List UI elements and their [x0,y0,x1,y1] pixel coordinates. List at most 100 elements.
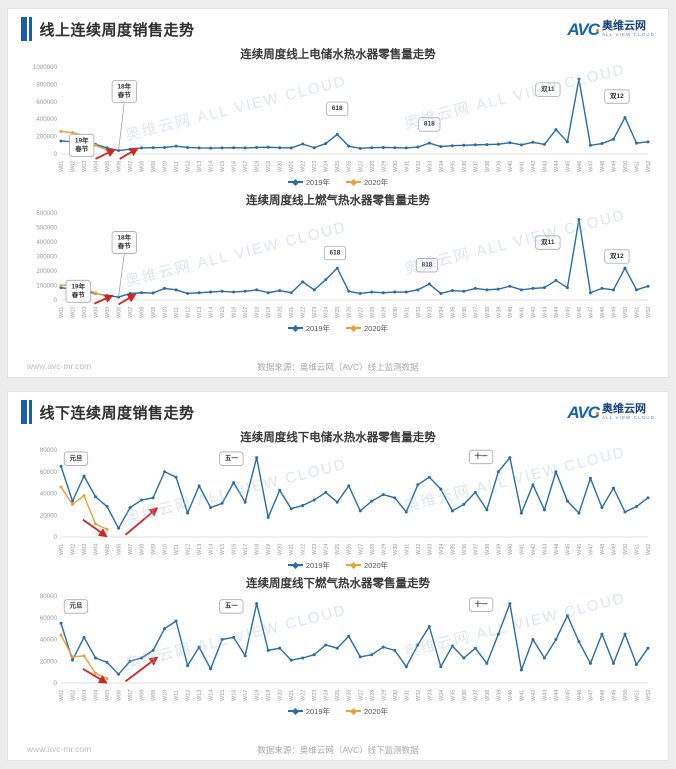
data-point [358,291,362,295]
x-axis-label: W49 [611,544,617,555]
x-axis-label: W18 [255,161,261,172]
legend-item: 2020年 [346,560,388,570]
data-point [301,656,305,660]
x-axis-label: W28 [370,690,376,701]
data-point [519,288,523,292]
x-axis-label: W35 [450,544,456,555]
x-axis-label: W35 [450,161,456,172]
legend-swatch [287,707,303,715]
x-axis-label: W28 [370,544,376,555]
line-chart: 0 20000 40000 60000 80000 W01 W02 W03 W04 W05 W06 W… [40,593,652,701]
data-point [301,280,305,284]
x-axis-label: W40 [508,307,514,318]
data-point [508,602,512,606]
legend-label: 2019年 [305,177,330,187]
annotation-box [323,245,346,261]
data-point [496,632,500,636]
x-axis-label: W02 [71,307,77,318]
x-axis-label: W42 [531,544,537,555]
data-point [243,654,247,658]
data-point [381,645,385,649]
data-point [163,286,167,290]
data-point [370,146,374,150]
line-chart: 0 200000 400000 600000 800000 1000000 W01 W02 W0… [33,64,652,172]
data-point [565,614,569,618]
annotation-box [111,79,137,103]
x-axis-label: W36 [462,307,468,318]
x-axis-label: W11 [174,544,180,555]
data-point [59,621,63,625]
x-axis-label: W10 [163,544,169,555]
data-point [634,663,638,667]
x-axis-label: W15 [220,307,226,318]
avc-logo: AVC 奥维云网 ALL VIEW CLOUD [567,19,655,39]
legend-swatch [287,561,303,569]
data-point [71,502,75,506]
chart-online-gas: 连续周度线上燃气热水器零售量走势 奥维云网 ALL VIEW CLOUD 奥维云… [21,189,655,333]
data-point [255,602,259,606]
logo-name: 奥维云网 [602,402,646,415]
logo-mark: AVC [567,19,600,39]
annotation-box [469,597,494,612]
x-axis-label: W12 [186,690,192,701]
x-axis-label: W41 [519,161,525,172]
annotation-box [604,249,630,264]
data-point [347,289,351,293]
x-axis-label: W16 [232,307,238,318]
logo-text: 奥维云网 ALL VIEW CLOUD [602,20,655,38]
data-point [163,470,167,474]
x-axis-label: W45 [565,161,571,172]
x-axis-label: W52 [646,161,652,172]
chart-title: 连续周度线下电储水热水器零售量走势 [240,432,436,444]
x-axis-label: W22 [301,544,307,555]
x-axis-label: W03 [82,690,88,701]
data-point [220,289,224,293]
x-axis-label: W34 [439,544,445,555]
x-axis-label: W10 [163,161,169,172]
x-axis-label: W34 [439,307,445,318]
x-axis-label: W37 [473,690,479,701]
data-point [278,146,282,150]
x-axis-label: W37 [473,161,479,172]
x-axis-label: W09 [151,544,157,555]
chart-offline-gas: 连续周度线下燃气热水器零售量走势 奥维云网 ALL VIEW CLOUD 奥维云… [21,572,655,716]
data-point [220,146,224,150]
y-axis-label: 80000 [40,447,58,454]
data-point [94,671,98,675]
data-point [450,644,454,648]
y-axis-label: 20000 [40,658,58,665]
data-point [519,668,523,672]
annotation-label: 818 [424,121,435,128]
x-axis-label: W06 [117,307,123,318]
data-point [565,499,569,503]
data-point [404,665,408,669]
data-point [324,490,328,494]
y-axis-label: 300000 [36,254,57,261]
data-point [289,658,293,662]
legend-item: 2020年 [346,323,388,333]
legend-swatch [287,178,303,186]
data-point [473,490,477,494]
x-axis-label: W36 [462,161,468,172]
data-point [623,266,627,270]
x-axis-label: W14 [209,544,215,555]
data-point [278,646,282,650]
x-axis-label: W46 [577,161,583,172]
x-axis-label: W15 [220,544,226,555]
x-axis-label: W21 [289,161,295,172]
data-point [462,656,466,660]
x-axis-label: W08 [140,690,146,701]
x-axis-label: W38 [485,544,491,555]
annotation-label: 818 [422,261,433,268]
data-point [611,486,615,490]
data-point [59,284,63,287]
x-axis-label: W14 [209,690,215,701]
x-axis-label: W29 [381,161,387,172]
annotation-box [65,279,91,303]
data-point [243,289,247,293]
x-axis-label: W04 [94,307,100,318]
series-line-2019年 [60,78,649,152]
data-point [128,147,132,151]
x-axis-label: W33 [427,544,433,555]
